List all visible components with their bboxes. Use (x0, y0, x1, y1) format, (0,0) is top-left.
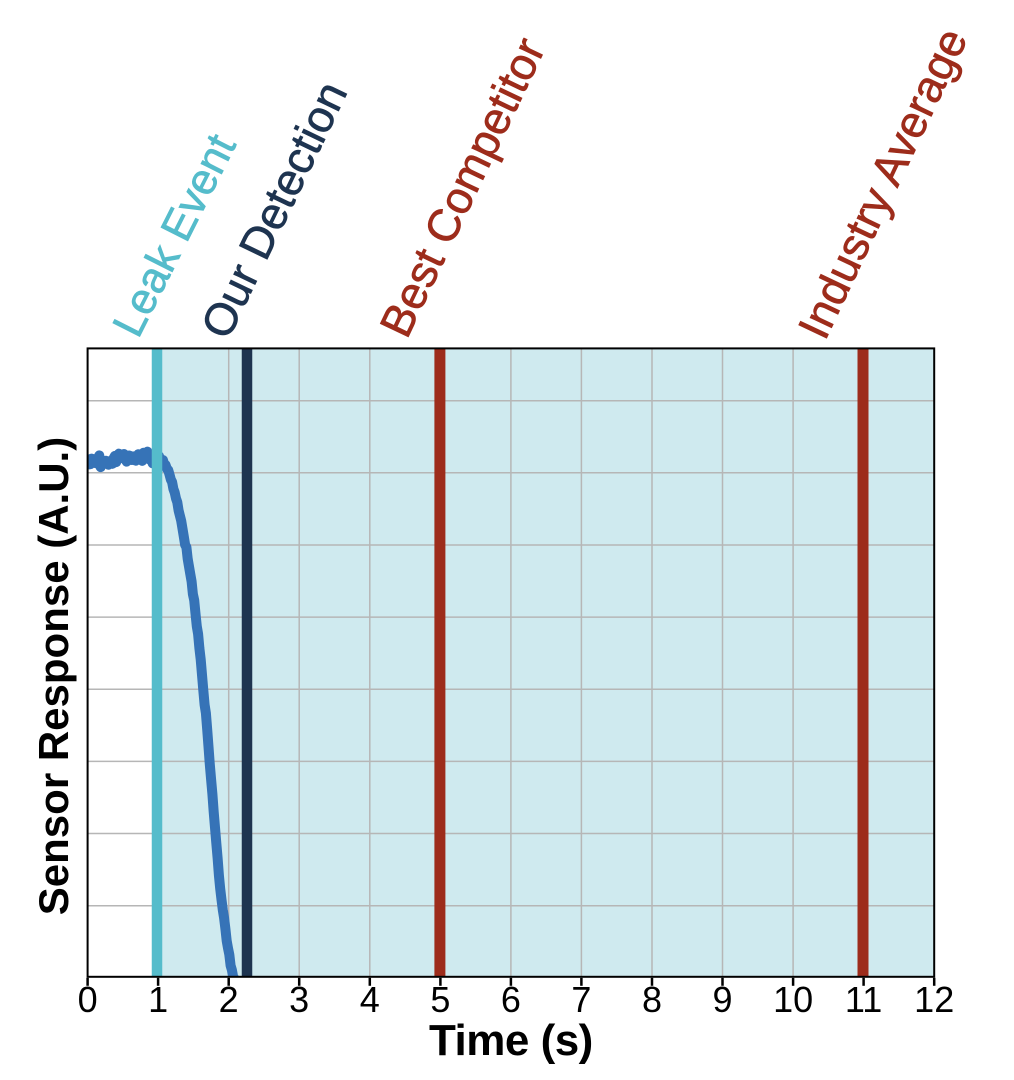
svg-text:8: 8 (642, 979, 662, 1020)
svg-text:2: 2 (219, 979, 239, 1020)
svg-text:6: 6 (501, 979, 521, 1020)
svg-text:Our Detection: Our Detection (191, 74, 357, 346)
svg-text:1: 1 (148, 979, 168, 1020)
svg-text:9: 9 (712, 979, 732, 1020)
svg-text:Time (s): Time (s) (429, 1016, 593, 1065)
svg-text:10: 10 (773, 979, 813, 1020)
svg-text:11: 11 (845, 979, 882, 1020)
svg-text:4: 4 (360, 979, 380, 1020)
svg-text:3: 3 (289, 979, 309, 1020)
svg-text:Sensor Response (A.U.): Sensor Response (A.U.) (30, 437, 77, 915)
svg-text:12: 12 (914, 979, 954, 1020)
svg-text:5: 5 (430, 979, 450, 1020)
svg-text:0: 0 (78, 979, 98, 1020)
svg-text:Best Competitor: Best Competitor (370, 30, 555, 344)
svg-text:Industry Average: Industry Average (788, 20, 978, 346)
svg-text:7: 7 (571, 979, 591, 1020)
